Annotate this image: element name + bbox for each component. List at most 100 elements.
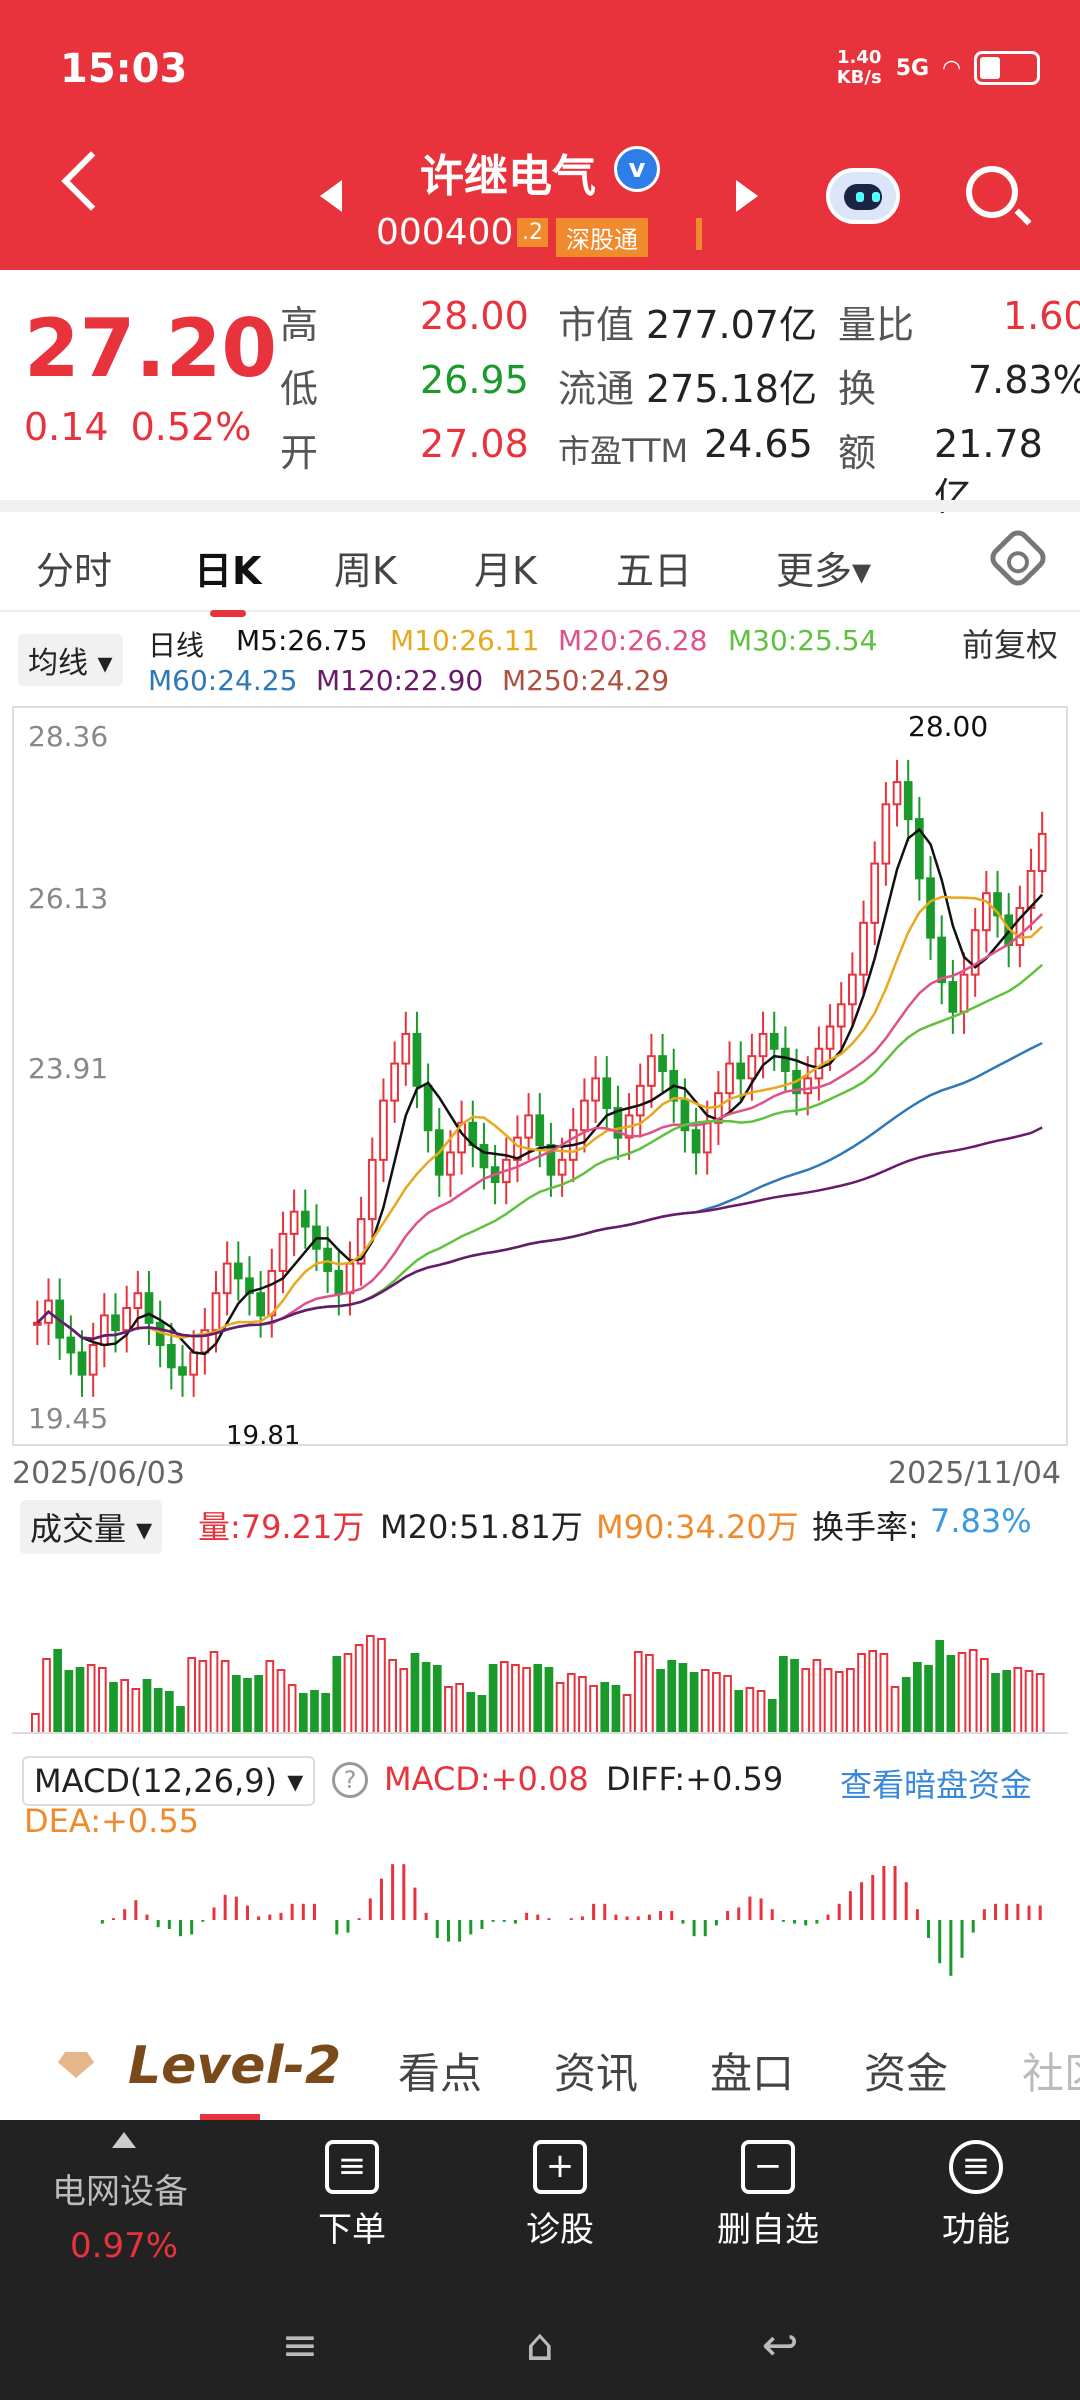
volume-bar: [276, 1669, 286, 1732]
macd-bar: [391, 1864, 395, 1920]
mktcap-label: 市值: [558, 303, 635, 347]
market-tag: 深股通: [556, 218, 648, 257]
verified-icon: v: [614, 146, 660, 192]
macd-selector[interactable]: MACD(12,26,9) ▾: [22, 1756, 316, 1806]
volume-bar: [667, 1660, 677, 1732]
macd-bar: [469, 1920, 473, 1935]
macd-bar: [714, 1920, 718, 1926]
macd-bar: [580, 1916, 584, 1920]
macd-bar: [134, 1900, 138, 1920]
back-nav-icon[interactable]: ↩: [761, 2320, 799, 2371]
candle: [881, 803, 891, 865]
home-icon[interactable]: ⌂: [526, 2320, 554, 2371]
expand-up-icon[interactable]: [112, 2132, 136, 2148]
candle: [747, 1055, 757, 1080]
ma-selector[interactable]: 均线 ▾: [18, 634, 123, 686]
volume-bar: [957, 1652, 967, 1732]
kline-chart[interactable]: 28.36 26.13 23.91 19.45 28.00 19.81: [12, 706, 1068, 1446]
volume-bar: [64, 1670, 74, 1732]
nav-funds[interactable]: 资金: [864, 2049, 949, 2098]
ma10-label: M10:26.11: [390, 624, 540, 657]
dark-pool-link[interactable]: 查看暗盘资金: [840, 1766, 1033, 1804]
start-date: 2025/06/03: [12, 1456, 185, 1491]
macd-bar: [837, 1903, 841, 1920]
candle: [769, 1032, 779, 1050]
volume-bar: [231, 1675, 241, 1732]
ma20-label: M20:26.28: [558, 624, 708, 657]
macd-bar: [167, 1920, 171, 1929]
volume-bar: [756, 1690, 766, 1732]
volume-selector[interactable]: 成交量 ▾: [20, 1500, 163, 1554]
volume-bar: [365, 1635, 375, 1732]
volume-bar: [823, 1668, 833, 1732]
tab-more[interactable]: 更多▾: [776, 549, 872, 593]
sector-change: 0.97%: [70, 2226, 179, 2266]
bottom-toolbar: [0, 2120, 1080, 2400]
volume-bar: [801, 1668, 811, 1732]
candle: [781, 1047, 790, 1072]
nav-orderbook[interactable]: 盘口: [710, 2049, 795, 2098]
ma120-label: M120:22.90: [316, 664, 484, 697]
candle: [814, 1047, 824, 1080]
volume-bar: [712, 1672, 721, 1732]
volume-bar: [901, 1677, 911, 1732]
candle: [580, 1099, 589, 1132]
candle: [278, 1232, 288, 1272]
macd-bar: [223, 1894, 227, 1920]
order-icon: ≡: [325, 2140, 379, 2194]
status-time: 15:03: [60, 46, 188, 92]
volume-bar: [566, 1673, 576, 1732]
diagnose-button[interactable]: + 诊股: [490, 2140, 630, 2251]
macd-bar: [100, 1920, 104, 1924]
candle: [803, 1077, 813, 1095]
quote-panel: 27.20 0.14 0.52% 高 28.00 市值 277.07亿 量比 1.…: [0, 270, 1080, 519]
macd-bar: [335, 1920, 339, 1935]
macd-bar: [893, 1866, 897, 1920]
macd-bar: [971, 1920, 975, 1933]
volume-bar: [109, 1682, 118, 1732]
open-value: 27.08: [420, 422, 529, 466]
tab-five-day[interactable]: 五日: [616, 549, 693, 593]
tab-daily-k[interactable]: 日K: [194, 540, 261, 617]
ma-line: [36, 895, 1044, 1341]
macd-bar: [848, 1891, 852, 1920]
macd-value: MACD:+0.08: [384, 1760, 589, 1798]
nav-community[interactable]: 社区: [1022, 2049, 1080, 2098]
volume-bar: [734, 1690, 744, 1732]
tab-weekly-k[interactable]: 周K: [334, 549, 397, 593]
sector-name[interactable]: 电网设备: [52, 2172, 188, 2212]
macd-bar: [737, 1907, 741, 1920]
turnover-rate-label: 换手率:: [812, 1508, 919, 1546]
level2-button[interactable]: Level-2: [128, 2036, 342, 2096]
back-icon[interactable]: [61, 151, 121, 211]
tab-intraday[interactable]: 分时: [36, 549, 113, 593]
candle: [412, 1032, 422, 1087]
level2-tag: .2: [517, 218, 548, 247]
nav-viewpoints[interactable]: 看点: [398, 2049, 483, 2098]
search-icon[interactable]: [966, 166, 1018, 218]
help-icon[interactable]: ?: [332, 1762, 368, 1798]
recents-icon[interactable]: ≡: [281, 2320, 319, 2371]
macd-bar: [480, 1920, 484, 1929]
nav-news[interactable]: 资讯: [554, 2049, 639, 2098]
order-button[interactable]: ≡ 下单: [282, 2140, 422, 2251]
remove-watchlist-button[interactable]: − 删自选: [698, 2140, 838, 2251]
volume-bar: [868, 1650, 878, 1732]
candle: [323, 1247, 332, 1272]
volume-bar: [1013, 1667, 1023, 1732]
volume-bar: [310, 1690, 319, 1732]
volume-bar: [131, 1688, 141, 1732]
candle: [758, 1032, 768, 1058]
tab-monthly-k[interactable]: 月K: [474, 549, 537, 593]
detail-nav: [0, 2010, 1080, 2120]
volume-bar: [488, 1664, 498, 1732]
macd-bar: [681, 1920, 685, 1924]
macd-bar: [759, 1898, 763, 1920]
function-button[interactable]: ≡ 功能: [906, 2140, 1046, 2251]
assistant-robot-icon[interactable]: [826, 168, 900, 224]
candle: [256, 1292, 265, 1317]
adjust-mode[interactable]: 前复权: [962, 626, 1059, 664]
prev-stock-icon[interactable]: [320, 180, 342, 212]
next-stock-icon[interactable]: [736, 180, 758, 212]
candle: [1037, 832, 1047, 872]
